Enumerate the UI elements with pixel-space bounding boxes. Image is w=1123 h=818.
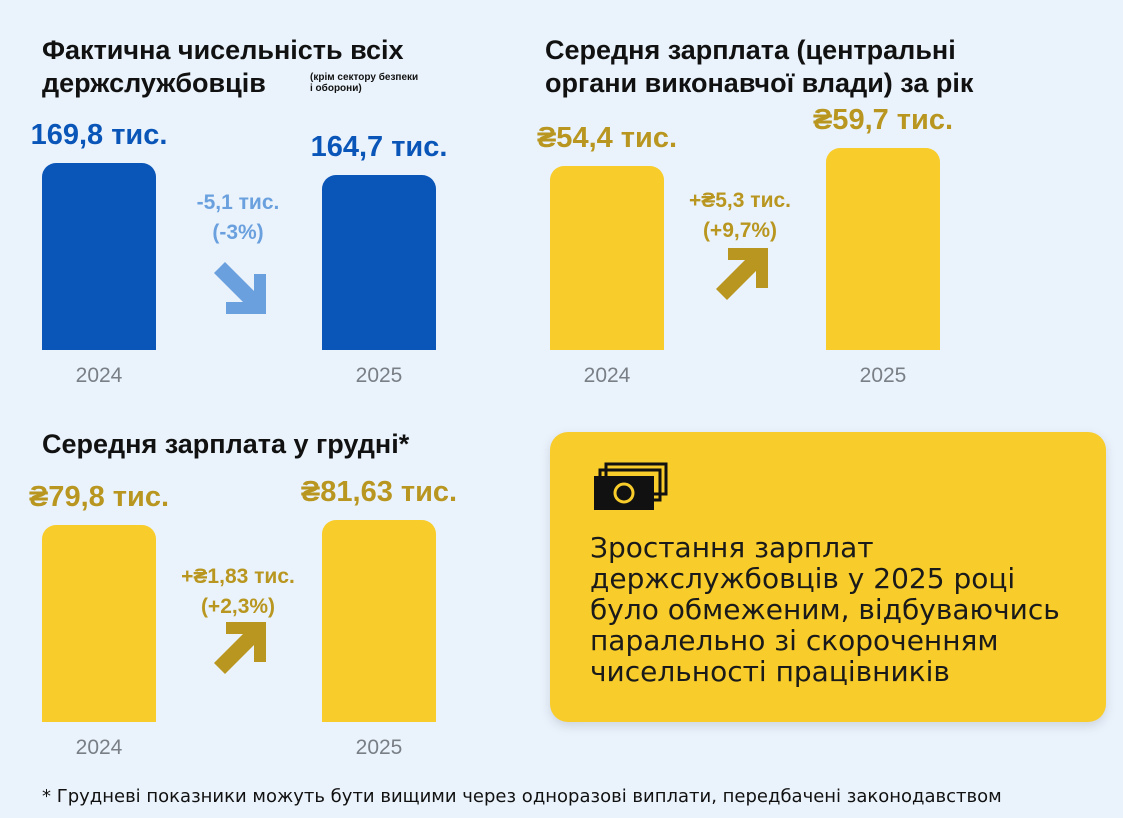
year-label: 2024 (583, 364, 631, 387)
callout-line: держслужбовців у 2025 році (590, 562, 1016, 595)
title-line-1: Середня зарплата у грудні* (42, 429, 410, 459)
change-label: +₴1,83 тис. (+2,3%) (158, 562, 318, 622)
change-line: (+2,3%) (200, 595, 276, 618)
callout-line: чисельності працівників (590, 655, 950, 688)
change-line: (+9,7%) (702, 219, 778, 242)
value-label: ₴54,4 тис. (536, 122, 678, 154)
year-label: 2025 (859, 364, 907, 387)
arrow-shape (214, 622, 266, 674)
change-line: -5,1 тис. (196, 191, 280, 214)
callout-text: Зростання зарплат держслужбовців у 2025 … (590, 532, 1060, 687)
bar-2024 (550, 166, 664, 350)
bar-2025 (322, 520, 436, 722)
change-label: -5,1 тис. (-3%) (158, 188, 318, 248)
subtitle-line-1: (крім сектору безпеки (310, 72, 419, 83)
year-label: 2024 (75, 364, 123, 387)
title-line-2: органи виконавчої влади) за рік (545, 68, 974, 98)
value-label: 164,7 тис. (310, 131, 448, 163)
callout-card: Зростання зарплат держслужбовців у 2025 … (550, 432, 1106, 722)
arrow-shape (214, 262, 266, 314)
chart-title: Фактична чисельність всіх держслужбовців (42, 34, 404, 100)
title-line-1: Середня зарплата (центральні (545, 35, 956, 65)
callout-line: паралельно зі скороченням (590, 624, 999, 657)
arrow-up-right-icon (716, 248, 768, 300)
value-label: ₴59,7 тис. (812, 104, 954, 136)
change-label: +₴5,3 тис. (+9,7%) (660, 186, 820, 246)
bar-2025 (826, 148, 940, 350)
year-label: 2024 (75, 736, 123, 759)
arrow-down-right-icon (214, 262, 266, 314)
change-line: (-3%) (212, 221, 264, 244)
arrow-up-right-icon (214, 622, 266, 674)
callout-line: Зростання зарплат (590, 531, 874, 564)
bar-2024 (42, 525, 156, 722)
year-label: 2025 (355, 364, 403, 387)
chart-subtitle: (крім сектору безпеки і оборони) (310, 72, 418, 94)
value-label: ₴81,63 тис. (300, 476, 458, 508)
subtitle-line-2: і оборони) (310, 83, 362, 94)
chart-title: Середня зарплата (центральні органи вико… (545, 34, 973, 100)
money-icon (594, 462, 668, 510)
value-label: ₴79,8 тис. (28, 481, 170, 513)
arrow-shape (716, 248, 768, 300)
title-line-1: Фактична чисельність всіх (42, 35, 404, 65)
callout-line: було обмеженим, відбуваючись (590, 593, 1060, 626)
value-label: 169,8 тис. (30, 119, 168, 151)
bar-2025 (322, 175, 436, 350)
change-line: +₴1,83 тис. (181, 565, 295, 588)
footnote: * Грудневі показники можуть бути вищими … (42, 786, 1002, 807)
bar-2024 (42, 163, 156, 350)
chart-title: Середня зарплата у грудні* (42, 428, 409, 461)
year-label: 2025 (355, 736, 403, 759)
title-line-2: держслужбовців (42, 68, 266, 98)
change-line: +₴5,3 тис. (688, 189, 791, 212)
